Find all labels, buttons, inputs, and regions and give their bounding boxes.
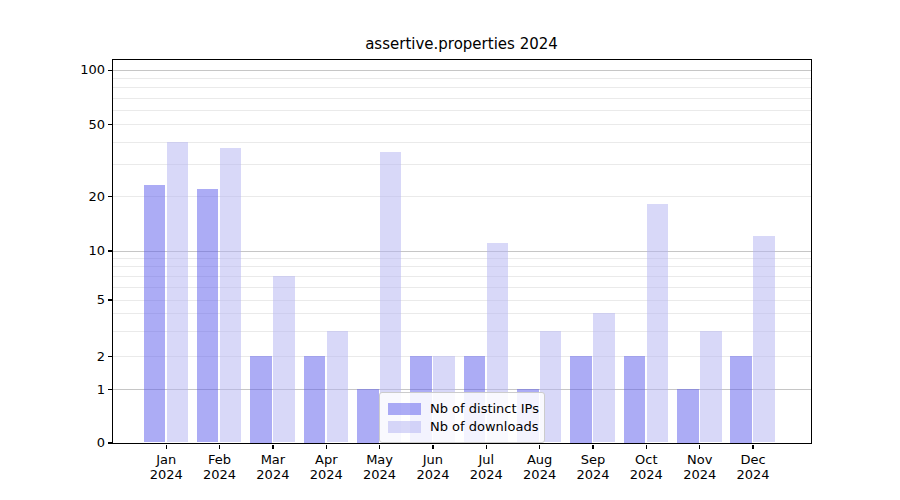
gridline-minor: [113, 98, 811, 99]
x-tick-month: Mar: [243, 452, 303, 467]
x-tick-label: Aug2024: [510, 452, 570, 482]
x-tick-month: Apr: [296, 452, 356, 467]
legend-swatch-distinct-ips: [388, 403, 421, 415]
x-tick-label: Feb2024: [190, 452, 250, 482]
legend-swatch-downloads: [388, 421, 421, 433]
x-tick-year: 2024: [510, 467, 570, 482]
bar-distinct-ips-apr: [304, 356, 326, 443]
plot-area: Nb of distinct IPs Nb of downloads: [112, 59, 812, 444]
chart-title: assertive.properties 2024: [112, 35, 811, 53]
y-tick-label: 2: [0, 349, 105, 365]
y-tick-label: 10: [0, 243, 105, 259]
x-tick-month: May: [350, 452, 410, 467]
x-tick-label: Apr2024: [296, 452, 356, 482]
bar-distinct-ips-sep: [570, 356, 592, 443]
x-tick-mark: [272, 445, 273, 449]
bar-downloads-nov: [700, 331, 722, 443]
gridline-major: [113, 70, 811, 71]
y-tick-mark: [108, 299, 112, 300]
bar-distinct-ips-mar: [250, 356, 272, 443]
x-tick-mark: [486, 445, 487, 449]
x-tick-mark: [432, 445, 433, 449]
x-tick-month: Jul: [456, 452, 516, 467]
x-tick-year: 2024: [350, 467, 410, 482]
bar-downloads-jan: [167, 142, 189, 443]
x-tick-year: 2024: [563, 467, 623, 482]
x-tick-month: Oct: [616, 452, 676, 467]
x-tick-month: Aug: [510, 452, 570, 467]
legend-item-downloads: Nb of downloads: [388, 418, 536, 435]
x-tick-label: Dec2024: [723, 452, 783, 482]
legend-item-distinct-ips: Nb of distinct IPs: [388, 400, 536, 417]
x-tick-year: 2024: [456, 467, 516, 482]
bar-distinct-ips-feb: [197, 189, 219, 443]
x-tick-month: Jun: [403, 452, 463, 467]
chart-legend: Nb of distinct IPs Nb of downloads: [379, 392, 545, 443]
y-tick-label: 5: [0, 292, 105, 308]
x-tick-mark: [699, 445, 700, 449]
gridline-minor: [113, 110, 811, 111]
bar-distinct-ips-dec: [730, 356, 752, 443]
chart-figure: assertive.properties 2024 Nb of distinct…: [0, 0, 900, 500]
y-tick-label: 20: [0, 189, 105, 205]
bar-distinct-ips-jan: [144, 185, 166, 442]
x-tick-month: Sep: [563, 452, 623, 467]
x-tick-year: 2024: [190, 467, 250, 482]
y-tick-label: 1: [0, 382, 105, 398]
x-tick-year: 2024: [616, 467, 676, 482]
x-tick-month: Feb: [190, 452, 250, 467]
x-tick-mark: [539, 445, 540, 449]
gridline-minor: [113, 164, 811, 165]
x-tick-mark: [219, 445, 220, 449]
x-tick-mark: [379, 445, 380, 449]
bar-downloads-dec: [753, 236, 775, 442]
x-tick-label: May2024: [350, 452, 410, 482]
bar-downloads-oct: [647, 204, 669, 442]
bar-downloads-mar: [273, 276, 295, 443]
x-tick-label: Nov2024: [670, 452, 730, 482]
x-tick-month: Jan: [136, 452, 196, 467]
x-tick-mark: [752, 445, 753, 449]
legend-label-downloads: Nb of downloads: [430, 419, 538, 434]
x-tick-mark: [326, 445, 327, 449]
x-tick-label: Jul2024: [456, 452, 516, 482]
x-tick-year: 2024: [723, 467, 783, 482]
y-tick-mark: [108, 196, 112, 197]
x-tick-year: 2024: [670, 467, 730, 482]
gridline-minor: [113, 87, 811, 88]
x-tick-year: 2024: [243, 467, 303, 482]
x-tick-month: Nov: [670, 452, 730, 467]
gridline-minor: [113, 124, 811, 125]
gridline-minor: [113, 78, 811, 79]
y-tick-mark: [108, 389, 112, 390]
x-tick-year: 2024: [136, 467, 196, 482]
bar-downloads-sep: [593, 313, 615, 442]
y-tick-mark: [108, 70, 112, 71]
x-tick-label: Mar2024: [243, 452, 303, 482]
y-tick-label: 50: [0, 117, 105, 133]
bar-downloads-feb: [220, 148, 242, 443]
x-tick-mark: [646, 445, 647, 449]
x-tick-label: Oct2024: [616, 452, 676, 482]
bar-distinct-ips-nov: [677, 389, 699, 443]
gridline-minor: [113, 142, 811, 143]
x-tick-mark: [166, 445, 167, 449]
bar-distinct-ips-oct: [624, 356, 646, 443]
x-tick-label: Jan2024: [136, 452, 196, 482]
y-tick-mark: [108, 356, 112, 357]
bar-downloads-apr: [327, 331, 349, 443]
bar-distinct-ips-may: [357, 389, 379, 443]
x-tick-year: 2024: [296, 467, 356, 482]
legend-label-distinct-ips: Nb of distinct IPs: [430, 401, 539, 416]
y-tick-mark: [108, 124, 112, 125]
y-tick-mark: [108, 250, 112, 251]
x-tick-year: 2024: [403, 467, 463, 482]
x-tick-label: Sep2024: [563, 452, 623, 482]
y-tick-mark: [108, 442, 112, 443]
x-tick-mark: [592, 445, 593, 449]
y-tick-label: 100: [0, 62, 105, 78]
y-tick-label: 0: [0, 435, 105, 451]
x-tick-label: Jun2024: [403, 452, 463, 482]
x-tick-month: Dec: [723, 452, 783, 467]
